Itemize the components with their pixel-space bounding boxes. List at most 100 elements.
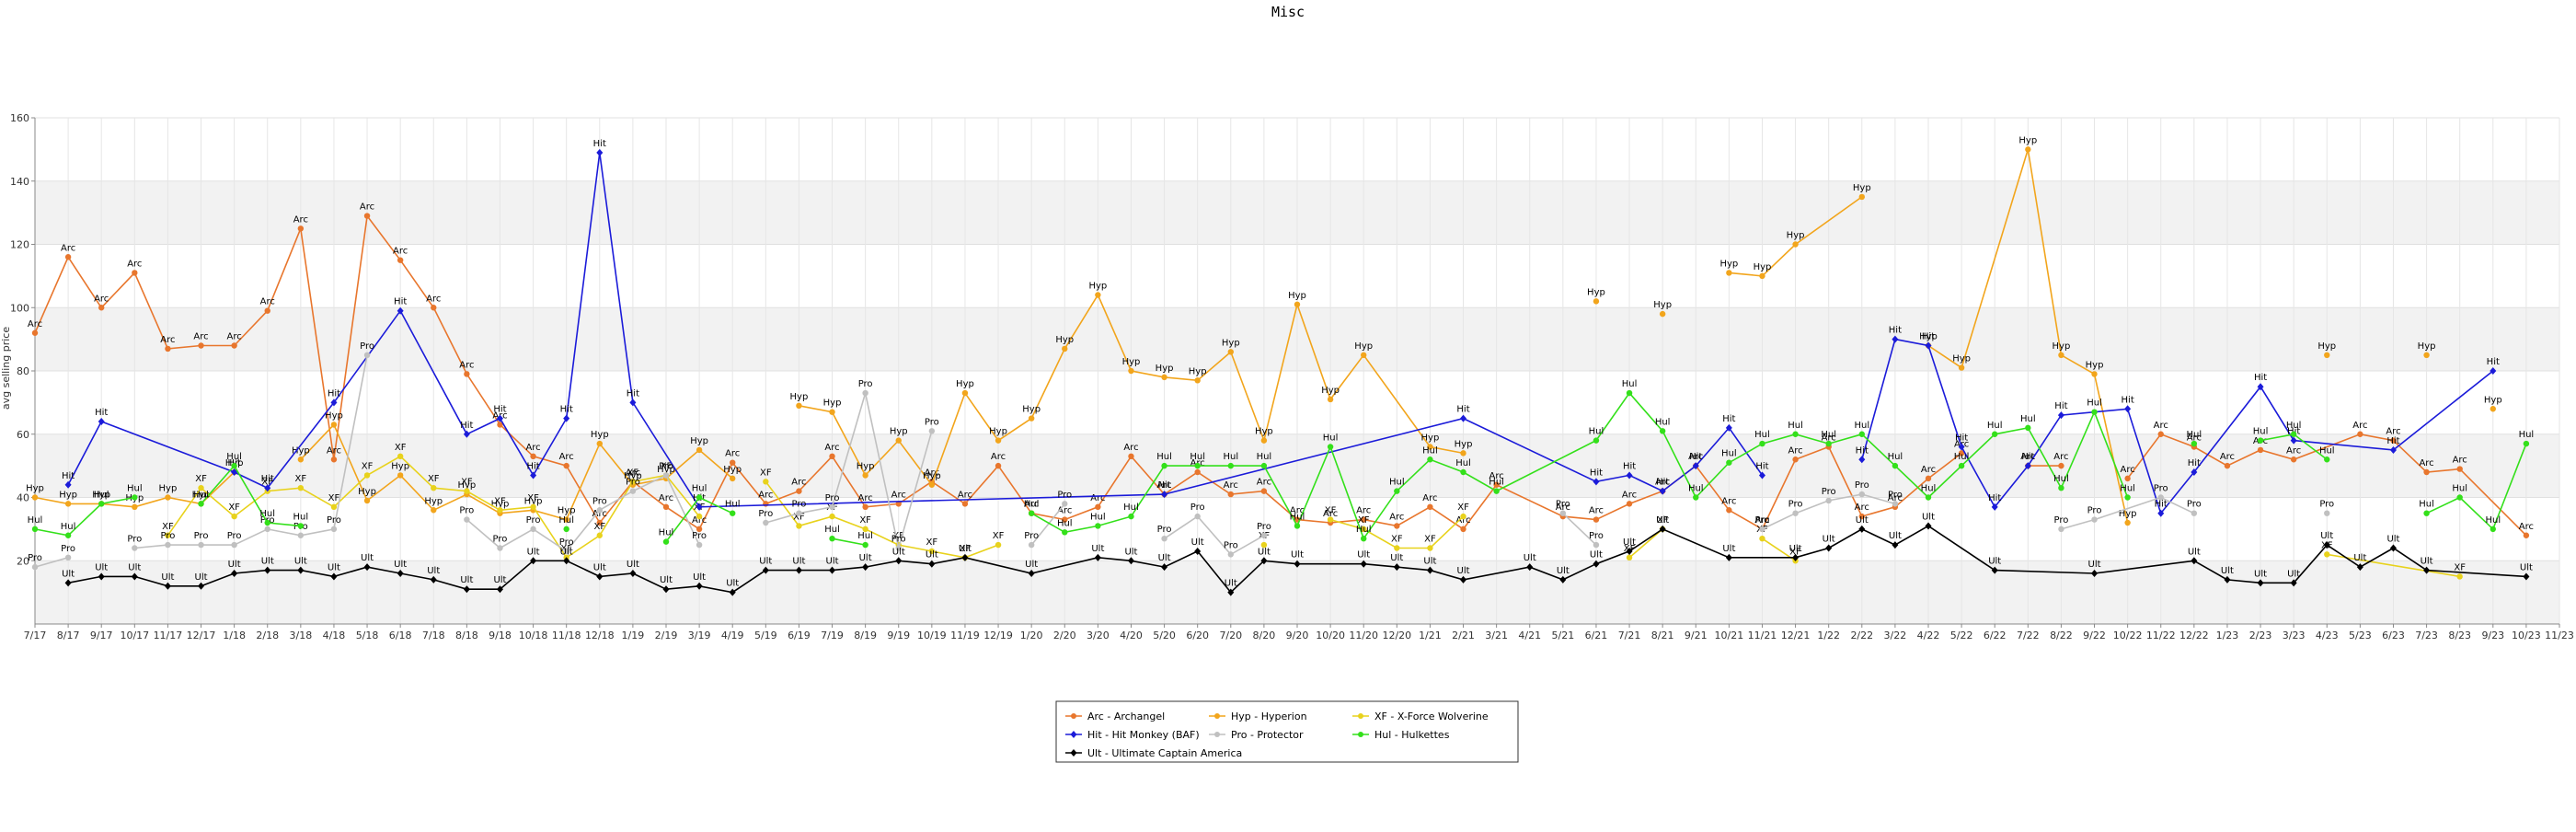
- data-point: [1427, 456, 1433, 463]
- data-point: [1227, 491, 1234, 498]
- data-point: [363, 352, 371, 359]
- data-point: [464, 371, 470, 377]
- x-tick-label: 12/20: [1382, 630, 1411, 641]
- data-label: Pro: [659, 461, 673, 471]
- data-label: Ult: [1590, 550, 1603, 560]
- data-point: [829, 513, 835, 520]
- data-point: [1460, 526, 1466, 533]
- data-point: [2389, 544, 2397, 552]
- data-label: Hit: [460, 421, 473, 431]
- data-point: [1858, 456, 1866, 464]
- series-line: [799, 293, 1464, 487]
- data-label: XF: [195, 474, 207, 484]
- data-label: Arc: [2286, 445, 2301, 456]
- data-label: Hyp: [491, 500, 510, 510]
- data-label: Arc: [1556, 503, 1570, 513]
- data-point: [1095, 503, 1101, 511]
- data-label: Ult: [1025, 560, 1038, 570]
- data-label: Arc: [1422, 493, 1437, 503]
- data-point: [2191, 440, 2198, 447]
- data-point: [2191, 468, 2198, 476]
- data-label: Ult: [128, 562, 141, 572]
- data-label: Arc: [61, 243, 75, 253]
- x-tick-label: 4/22: [1917, 630, 1940, 641]
- x-tick-label: 6/20: [1186, 630, 1209, 641]
- data-point: [264, 526, 270, 533]
- data-label: Hul: [2120, 484, 2135, 494]
- data-point: [464, 516, 470, 523]
- data-point: [1194, 547, 1202, 555]
- data-label: Hit: [1623, 461, 1636, 471]
- x-tick-label: 2/23: [2249, 630, 2272, 641]
- data-label: Ult: [1158, 553, 1171, 563]
- x-tick-label: 5/18: [356, 630, 379, 641]
- data-label: Hit: [1456, 405, 1469, 415]
- data-point: [165, 494, 171, 501]
- data-label: XF: [395, 443, 407, 453]
- data-point: [1991, 503, 1998, 511]
- data-point: [2057, 411, 2064, 420]
- data-label: Pro: [360, 341, 374, 352]
- data-point: [98, 572, 105, 581]
- data-point: [2323, 541, 2330, 549]
- data-point: [1659, 487, 1666, 495]
- data-label: Arc: [758, 490, 773, 500]
- data-label: Hyp: [192, 490, 211, 500]
- data-label: Pro: [2319, 500, 2334, 510]
- data-label: Ult: [660, 575, 673, 585]
- data-label: Ult: [627, 560, 639, 570]
- data-label: Arc: [2187, 433, 2202, 444]
- data-label: Arc: [426, 294, 441, 304]
- x-tick-label: 7/21: [1618, 630, 1641, 641]
- data-label: XF: [993, 531, 1005, 541]
- data-label: Arc: [659, 493, 673, 503]
- data-point: [662, 503, 670, 511]
- x-tick-label: 11/23: [2545, 630, 2574, 641]
- data-point: [132, 545, 138, 551]
- x-axis: 7/17 8/17 9/17 10/17 11/17 12/17 1/18 2/18 3/18 4…: [24, 623, 2574, 641]
- data-label: Pro: [1788, 500, 1803, 510]
- data-point: [1394, 523, 1400, 529]
- data-point: [1526, 563, 1534, 572]
- data-point: [330, 526, 338, 533]
- data-point: [497, 422, 503, 428]
- data-label: Ult: [1191, 537, 1204, 548]
- data-label: Hit: [1955, 433, 1968, 444]
- data-point: [231, 541, 237, 549]
- data-point: [629, 399, 637, 407]
- series-hyp: Hyp Hyp Hyp Hyp Hyp Hyp Hyp Hyp Hyp Hyp Hyp Hyp Hyp H…: [26, 135, 2502, 526]
- chart-title: Misc: [1271, 4, 1305, 20]
- data-label: Arc: [592, 509, 607, 519]
- data-point: [2490, 367, 2497, 375]
- data-label: Hul: [2452, 484, 2467, 494]
- data-point: [164, 582, 171, 590]
- data-label: Hit: [1988, 493, 2001, 503]
- data-point: [2456, 466, 2463, 472]
- data-label: Arc: [327, 445, 341, 456]
- data-label: Arc: [459, 360, 474, 370]
- y-tick-label: 80: [17, 365, 29, 377]
- data-label: Ult: [1988, 557, 2001, 567]
- data-label: Hul: [659, 528, 674, 538]
- data-point: [1792, 553, 1800, 561]
- data-label: Ult: [926, 550, 938, 560]
- legend-item: Pro - Protector: [1209, 729, 1304, 741]
- data-point: [1094, 553, 1101, 561]
- data-label: Hyp: [26, 484, 44, 494]
- data-point: [928, 560, 936, 568]
- x-tick-label: 6/21: [1585, 630, 1608, 641]
- data-label: Hyp: [923, 471, 941, 481]
- data-label: Ult: [1789, 544, 1802, 554]
- data-point: [1493, 488, 1500, 494]
- x-tick-label: 1/22: [1817, 630, 1840, 641]
- data-point: [330, 399, 338, 407]
- data-label: Ult: [2386, 535, 2399, 545]
- data-label: Arc: [1855, 503, 1869, 513]
- data-label: Pro: [1589, 531, 1604, 541]
- data-label: Pro: [160, 531, 175, 541]
- data-point: [862, 563, 869, 572]
- data-label: Pro: [327, 515, 341, 526]
- data-label: XF: [1457, 503, 1469, 513]
- data-point: [330, 456, 338, 463]
- data-point: [297, 225, 305, 232]
